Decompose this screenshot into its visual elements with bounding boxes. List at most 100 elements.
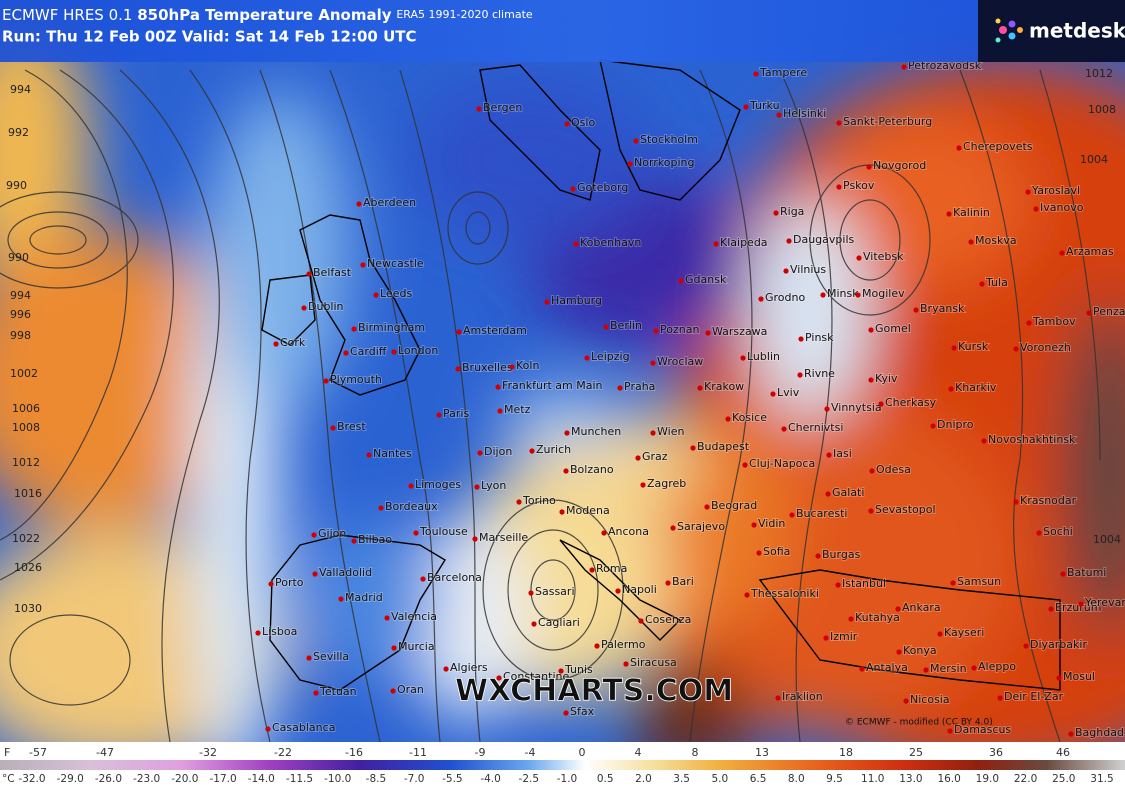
city-label: Voronezh (1020, 341, 1071, 354)
city-label: Pskov (843, 179, 875, 192)
isobar-label: 1012 (1085, 67, 1113, 80)
city-dot (601, 530, 607, 536)
city-label: Izmir (830, 630, 858, 643)
city-label: Bucaresti (796, 507, 847, 520)
city-label: Valencia (391, 610, 437, 623)
city-dot (384, 615, 390, 621)
isobar-label: 1030 (14, 602, 42, 615)
c-scale-label: -29.0 (57, 773, 84, 785)
c-scale-label: -5.5 (442, 773, 463, 785)
city-dot (713, 241, 719, 247)
city-label: Kayseri (944, 626, 984, 639)
cities: TamperePetrozavodskBergenOsloTurkuHelsin… (255, 58, 1125, 740)
city-label: Palermo (601, 638, 646, 651)
c-unit: °C (2, 773, 15, 785)
colorbar (0, 760, 1125, 770)
city-label: Iasi (833, 447, 852, 460)
city-dot (635, 455, 641, 461)
city-dot (413, 530, 419, 536)
city-dot (436, 412, 442, 418)
city-dot (356, 201, 362, 207)
f-scale-label: 46 (1056, 746, 1070, 759)
city-label: Kalinin (953, 206, 990, 219)
city-label: Kharkiv (955, 381, 997, 394)
f-scale-label: -11 (409, 746, 427, 759)
c-scale-label: -17.0 (209, 773, 236, 785)
city-label: Zagreb (647, 477, 686, 490)
city-label: Helsinki (783, 107, 826, 120)
city-dot (859, 666, 865, 672)
city-dot (1068, 731, 1074, 737)
city-dot (690, 445, 696, 451)
city-dot (563, 468, 569, 474)
city-label: Cosenza (645, 613, 691, 626)
city-label: Oslo (571, 116, 595, 129)
model: ECMWF HRES 0.1 (2, 6, 132, 24)
city-label: Burgas (822, 548, 861, 561)
c-scale-label: 0.5 (597, 773, 614, 785)
f-scale-label: 8 (692, 746, 699, 759)
city-dot (923, 667, 929, 673)
city-label: Sankt-Peterburg (843, 115, 932, 128)
city-dot (786, 238, 792, 244)
city-dot (1013, 346, 1019, 352)
c-scale-label: -8.5 (366, 773, 387, 785)
city-label: Krasnodar (1020, 494, 1077, 507)
city-label: Kobenhavn (580, 236, 641, 249)
city-label: Oran (397, 683, 424, 696)
city-dot (1086, 310, 1092, 316)
city-dot (740, 355, 746, 361)
city-label: Norrkoping (634, 156, 695, 169)
isobar-label: 1016 (14, 487, 42, 500)
city-dot (758, 296, 764, 302)
city-dot (312, 571, 318, 577)
city-label: Samsun (957, 575, 1001, 588)
city-dot (650, 360, 656, 366)
city-dot (848, 616, 854, 622)
city-label: Ancona (608, 525, 649, 538)
city-dot (1078, 601, 1084, 607)
city-dot (495, 384, 501, 390)
city-label: Belfast (313, 266, 352, 279)
city-label: Grodno (765, 291, 805, 304)
city-label: Sassari (535, 585, 575, 598)
city-dot (390, 688, 396, 694)
city-label: Yaroslavl (1031, 184, 1080, 197)
city-label: Wien (657, 425, 684, 438)
city-dot (323, 378, 329, 384)
city-label: Wroclaw (657, 355, 703, 368)
city-dot (1023, 643, 1029, 649)
city-label: Ankara (902, 601, 941, 614)
city-dot (836, 184, 842, 190)
city-dot (420, 576, 426, 582)
city-dot (615, 588, 621, 594)
city-label: Leipzig (591, 350, 630, 363)
logo-text: metdesk (1029, 19, 1125, 43)
city-label: Riga (780, 205, 804, 218)
city-dot (301, 305, 307, 311)
city-dot (589, 567, 595, 573)
header-band (0, 0, 980, 62)
isobar-label: 1012 (12, 456, 40, 469)
city-dot (869, 468, 875, 474)
city-dot (946, 211, 952, 217)
city-dot (584, 355, 590, 361)
city-dot (1056, 675, 1062, 681)
city-label: Graz (642, 450, 668, 463)
city-label: Gijon (318, 527, 346, 540)
c-scale-label: -14.0 (248, 773, 275, 785)
c-scale-label: -11.5 (286, 773, 313, 785)
city-dot (564, 430, 570, 436)
city-dot (855, 292, 861, 298)
city-label: Stockholm (640, 133, 698, 146)
city-label: Newcastle (367, 257, 424, 270)
city-label: Goteborg (577, 181, 628, 194)
city-dot (594, 643, 600, 649)
city-label: Vinnytsia (831, 401, 882, 414)
city-dot (930, 423, 936, 429)
c-scale-label: -23.0 (133, 773, 160, 785)
city-dot (789, 512, 795, 518)
city-dot (306, 655, 312, 661)
city-label: Modena (566, 504, 610, 517)
city-label: Poznan (660, 323, 699, 336)
